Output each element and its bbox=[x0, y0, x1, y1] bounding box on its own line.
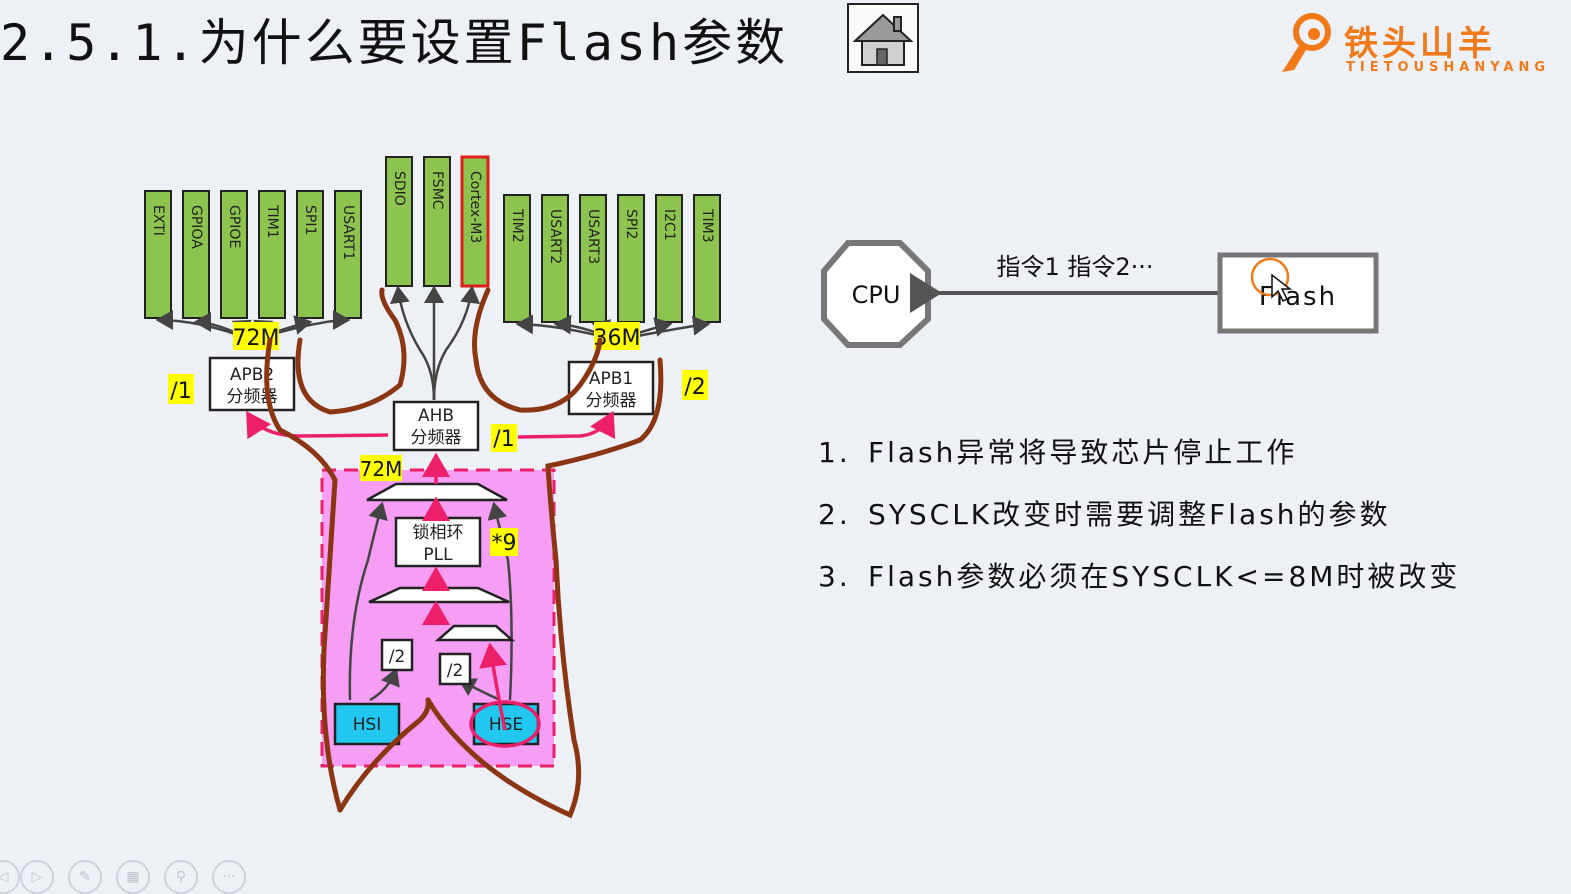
mouse-cursor-icon bbox=[1271, 273, 1293, 303]
peripheral-bar-tim1 bbox=[258, 190, 286, 319]
pll-line1: 锁相环 bbox=[413, 523, 464, 543]
apb2-div: /1 bbox=[170, 379, 191, 404]
ahb-peripherals: SDIO FSMC Cortex-M3 bbox=[385, 155, 490, 288]
peripheral-label-gpioe: GPIOE bbox=[226, 205, 242, 248]
flash-label: Flash bbox=[1259, 282, 1337, 312]
peripheral-label-exti: EXTI bbox=[150, 205, 166, 236]
ahb-prescaler-line2: 分频器 bbox=[411, 428, 462, 448]
pen-icon[interactable]: ✎ bbox=[68, 860, 102, 894]
more-icon[interactable]: ··· bbox=[212, 860, 246, 894]
peripheral-label-tim3: TIM3 bbox=[699, 208, 715, 243]
hsi-label: HSI bbox=[353, 715, 382, 735]
peripheral-label-tim2: TIM2 bbox=[509, 208, 525, 243]
prev-icon[interactable]: ◁ bbox=[0, 860, 20, 894]
instructions-label: 指令1 指令2··· bbox=[996, 253, 1153, 281]
list-item: 2. SYSCLK改变时需要调整Flash的参数 bbox=[818, 498, 1391, 531]
hsi-div-label: /2 bbox=[389, 647, 406, 667]
brand-logo: 铁头山羊 TIETOUSHANYANG bbox=[1278, 10, 1563, 80]
key-points-list: 1. Flash异常将导致芯片停止工作 2. SYSCLK改变时需要调整Flash的… bbox=[818, 430, 1460, 616]
peripheral-label-sdio: SDIO bbox=[391, 171, 407, 206]
cpu-flash-diagram: CPU 指令1 指令2··· Flash bbox=[821, 240, 1379, 348]
hse-mux bbox=[434, 624, 516, 642]
cpu-node bbox=[821, 240, 931, 348]
peripheral-bar-fsmc bbox=[423, 156, 451, 287]
peripheral-bar-usart2 bbox=[541, 194, 569, 323]
peripheral-label-cortex-m3: Cortex-M3 bbox=[467, 171, 483, 243]
slide-title: 2.5.1.为什么要设置Flash参数 bbox=[0, 14, 789, 72]
apb1-prescaler-line1: APB1 bbox=[589, 369, 633, 389]
cursor-highlight-icon bbox=[1250, 257, 1290, 297]
peripheral-bar-spi1 bbox=[296, 190, 324, 319]
apb2-peripherals: EXTI GPIOA GPIOE TIM1 SPI1 USART1 bbox=[144, 190, 362, 319]
goat-head-logo-icon bbox=[1282, 13, 1331, 72]
ahb-freq: 72M bbox=[360, 457, 403, 481]
hse-label: HSE bbox=[489, 715, 523, 735]
peripheral-label-spi1: SPI1 bbox=[302, 205, 318, 235]
ahb-prescaler bbox=[392, 400, 480, 452]
peripheral-label-usart3: USART3 bbox=[585, 209, 601, 264]
home-button[interactable] bbox=[847, 3, 919, 73]
apb1-prescaler-line2: 分频器 bbox=[586, 391, 637, 411]
peripheral-label-usart2: USART2 bbox=[547, 209, 563, 264]
apb2-prescaler bbox=[208, 356, 296, 412]
apb2-freq: 72M bbox=[233, 326, 280, 351]
pink-annotation-arrows bbox=[246, 410, 616, 731]
house-icon bbox=[852, 13, 914, 66]
apb1-div: /2 bbox=[684, 375, 705, 400]
peripheral-label-fsmc: FSMC bbox=[429, 171, 445, 210]
peripheral-label-usart1: USART1 bbox=[340, 205, 356, 260]
list-item: 1. Flash异常将导致芯片停止工作 bbox=[818, 436, 1298, 469]
hse-oscillator bbox=[472, 702, 540, 746]
logo-subtitle: TIETOUSHANYANG bbox=[1346, 60, 1551, 75]
peripheral-label-i2c1: I2C1 bbox=[661, 209, 677, 241]
sysclk-mux bbox=[366, 482, 508, 502]
peripheral-label-tim1: TIM1 bbox=[264, 204, 280, 239]
play-icon[interactable]: ▷ bbox=[20, 860, 54, 894]
ahb-div: /1 bbox=[493, 427, 514, 452]
clock-tree-diagram: EXTI GPIOA GPIOE TIM1 SPI1 USART1 SDIO FSMC Cor… bbox=[144, 155, 721, 819]
pll-box bbox=[394, 516, 482, 568]
zoom-icon[interactable]: ⚲ bbox=[164, 860, 198, 894]
slides-icon[interactable]: ▦ bbox=[116, 860, 150, 894]
hse-divider bbox=[438, 652, 472, 686]
brown-tree-annotation bbox=[264, 287, 664, 819]
pll-source-mux bbox=[368, 586, 510, 604]
hsi-oscillator bbox=[333, 702, 401, 746]
hse-circle-annotation bbox=[469, 700, 541, 748]
list-item: 3. Flash参数必须在SYSCLK<=8M时被改变 bbox=[818, 560, 1461, 593]
presentation-toolbar: ◁ ▷ ✎ ▦ ⚲ ··· bbox=[0, 858, 260, 894]
peripheral-bar-sdio bbox=[385, 156, 413, 287]
peripheral-bar-gpioe bbox=[220, 190, 248, 319]
logo-text: 铁头山羊 bbox=[1344, 24, 1496, 64]
hsi-divider bbox=[380, 638, 414, 672]
apb2-prescaler-line1: APB2 bbox=[230, 365, 274, 385]
apb2-prescaler-line2: 分频器 bbox=[227, 387, 278, 407]
peripheral-bar-exti bbox=[144, 190, 172, 319]
apb1-prescaler bbox=[567, 360, 655, 416]
pll-mul: *9 bbox=[492, 531, 517, 556]
flash-node bbox=[1217, 252, 1379, 334]
peripheral-bar-i2c1 bbox=[655, 194, 683, 323]
pll-line2: PLL bbox=[423, 545, 453, 565]
ahb-prescaler-line1: AHB bbox=[418, 406, 454, 426]
hse-div-label: /2 bbox=[447, 661, 464, 681]
cpu-label: CPU bbox=[852, 281, 901, 309]
peripheral-label-spi2: SPI2 bbox=[623, 209, 639, 239]
peripheral-bar-spi2 bbox=[617, 194, 645, 323]
peripheral-label-gpioa: GPIOA bbox=[188, 205, 204, 249]
apb1-peripherals: TIM2 USART2 USART3 SPI2 I2C1 TIM3 bbox=[503, 194, 721, 323]
